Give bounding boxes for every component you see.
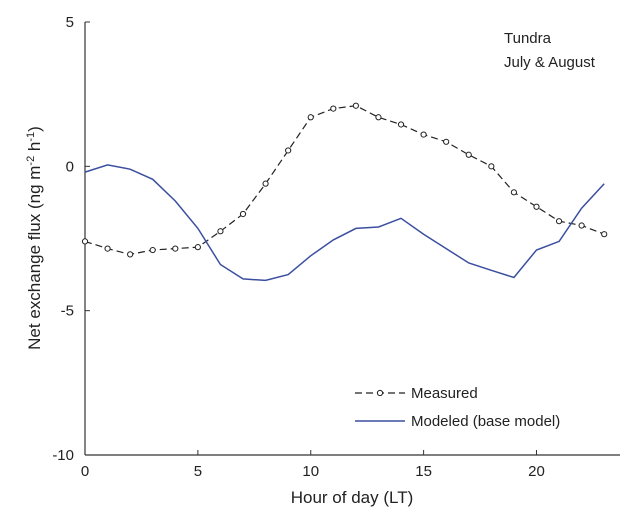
measured-point [375, 114, 382, 121]
measured-point [443, 138, 450, 145]
measured-point [533, 203, 540, 210]
measured-point [397, 121, 405, 128]
measured-point [420, 131, 427, 138]
measured-point [81, 238, 89, 245]
measured-point [194, 244, 201, 251]
measured-point [149, 246, 156, 254]
measured-point [239, 210, 247, 218]
measured-point [127, 251, 134, 258]
measured-point [352, 102, 359, 109]
legend: Measured Modeled (base model) [355, 385, 560, 430]
y-tick-label: 0 [66, 158, 74, 175]
measured-point [262, 180, 269, 187]
measured-point [555, 218, 563, 225]
measured-point [104, 245, 111, 252]
x-tick-label: 15 [415, 463, 432, 480]
legend-measured-marker [376, 389, 384, 397]
measured-point [578, 222, 585, 229]
measured-point [488, 163, 495, 170]
x-tick-label: 5 [194, 463, 202, 480]
measured-point [307, 114, 314, 121]
y-tick-label: -5 [61, 303, 74, 320]
series-layer [81, 102, 608, 282]
ticks: 0 5 10 15 20 -10 -5 0 5 [52, 14, 545, 480]
measured-point [330, 105, 337, 112]
measured-point [510, 189, 518, 196]
measured-point [465, 151, 472, 158]
legend-modeled-label: Modeled (base model) [411, 413, 560, 430]
measured-point [285, 147, 292, 154]
x-tick-label: 0 [81, 463, 89, 480]
y-axis-title: Net exchange flux (ng m-2 h-1) [25, 126, 44, 350]
measured-point [601, 231, 608, 238]
measured-point [217, 228, 224, 235]
x-tick-label: 10 [302, 463, 319, 480]
x-tick-label: 20 [528, 463, 545, 480]
series-line-modeled [84, 164, 605, 282]
x-axis-title: Hour of day (LT) [291, 488, 414, 507]
annotation-period: July & August [504, 54, 596, 71]
legend-measured-label: Measured [411, 385, 478, 402]
plot-area: 0 5 10 15 20 -10 -5 0 5 [52, 14, 620, 480]
series-line-measured [84, 105, 605, 256]
measured-point [172, 245, 179, 252]
y-tick-label: 5 [66, 14, 74, 31]
annotation-site: Tundra [504, 30, 552, 47]
y-tick-label: -10 [52, 447, 74, 464]
